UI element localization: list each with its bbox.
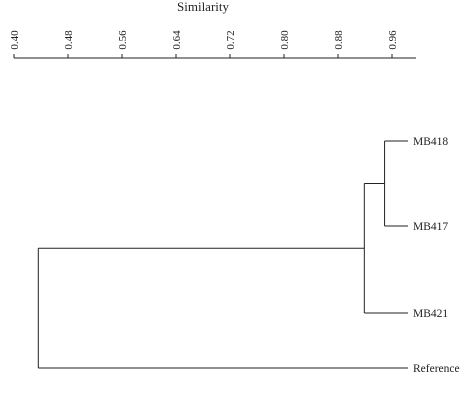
tick-label: 0.48 <box>63 30 75 50</box>
leaf-label: MB418 <box>413 136 448 148</box>
axis-title: Similarity <box>177 0 230 14</box>
leaf-label: Reference <box>413 363 460 375</box>
tick-label: 0.40 <box>9 30 21 50</box>
tick-label: 0.64 <box>171 30 183 50</box>
leaf-labels: MB418 MB417 MB421 Reference <box>413 136 460 375</box>
tick-label: 0.56 <box>117 30 129 50</box>
tick-label: 0.96 <box>387 30 399 50</box>
leaf-label: MB421 <box>413 308 448 320</box>
tick-label: 0.88 <box>333 30 345 50</box>
tick-label: 0.80 <box>279 30 291 50</box>
similarity-axis: 0.40 0.48 0.56 0.64 0.72 0.80 0.88 0.96 <box>9 30 416 59</box>
dendrogram-tree <box>37 140 408 369</box>
leaf-label: MB417 <box>413 221 448 233</box>
tick-label: 0.72 <box>225 30 237 49</box>
